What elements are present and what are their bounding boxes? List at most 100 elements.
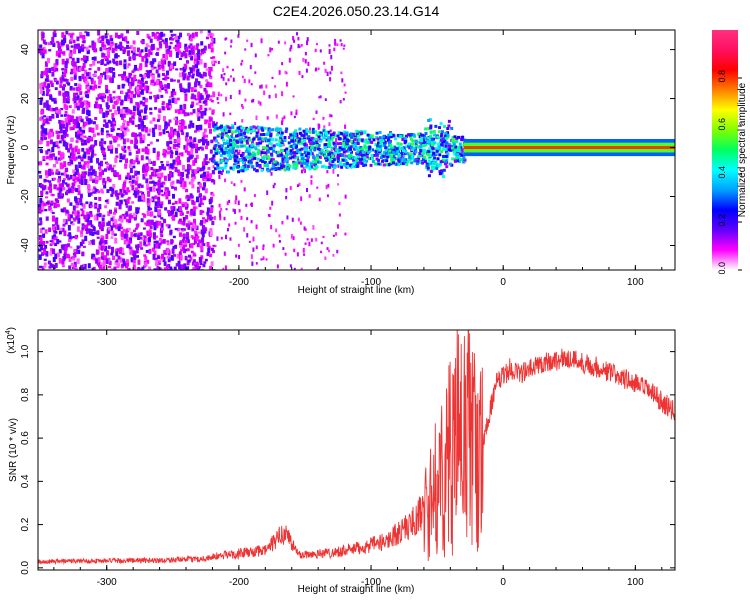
spectrogram-cell (136, 170, 140, 175)
spectrogram-cell (247, 149, 251, 153)
spectrogram-cell (344, 124, 347, 129)
spectrogram-cell (218, 203, 221, 208)
spectrogram-cell (174, 44, 178, 48)
spectrogram-cell (229, 135, 233, 139)
spectrogram-cell (105, 39, 109, 44)
spectrogram-cell (184, 243, 188, 247)
spectrogram-cell (199, 209, 203, 216)
spectrogram-cell (92, 144, 96, 148)
spectrogram-cell (281, 157, 285, 161)
spectrogram-cell (129, 237, 133, 244)
snr-y-tick-label: 0.4 (20, 474, 31, 488)
spectrogram-cell (192, 259, 196, 263)
spectrogram-cell (238, 138, 242, 142)
spectrogram-cell (98, 36, 102, 39)
spectrogram-cell (70, 37, 74, 42)
spectrogram-cell (61, 32, 65, 38)
spectrogram-cell (439, 138, 443, 142)
spectrogram-cell (185, 236, 189, 242)
spectrogram-cell (195, 125, 199, 131)
spectrogram-cell (384, 151, 388, 155)
spectrogram-cell (248, 152, 252, 156)
spectrogram-cell (109, 144, 113, 150)
spectrogram-cell (444, 133, 448, 137)
spectrogram-cell (71, 153, 75, 157)
spectrogram-cell (319, 49, 322, 53)
spectrogram-cell (123, 239, 127, 245)
spectrogram-cell (120, 45, 124, 49)
spectrogram-cell (453, 135, 457, 139)
spectrogram-cell (135, 250, 139, 254)
spectrogram-cell (354, 146, 358, 150)
spectrogram-cell (364, 163, 368, 167)
spectrogram-cell (379, 156, 383, 160)
spectrogram-cell (73, 96, 77, 101)
spectrogram-cell (167, 256, 171, 263)
spectrogram-cell (82, 35, 86, 40)
spectrogram-cell (166, 70, 170, 76)
spectrogram-cell (285, 81, 288, 87)
spectrogram-cell (185, 223, 189, 228)
spectrogram-cell (268, 214, 271, 218)
spectrogram-cell (199, 84, 203, 89)
spectrogram-cell (55, 169, 59, 173)
spectrogram-cell (191, 199, 195, 205)
spectrogram-cell (456, 152, 460, 156)
spectrogram-cell (144, 47, 148, 53)
spectrogram-cell (161, 163, 165, 170)
spectrogram-cell (169, 163, 173, 169)
spectrogram-cell (181, 229, 185, 232)
spectrogram-cell (317, 135, 321, 139)
spectrogram-cell (448, 162, 452, 166)
spectrogram-cell (271, 158, 275, 162)
spectrogram-cell (171, 180, 175, 185)
spectrogram-cell (403, 141, 407, 145)
spectrogram-cell (149, 181, 153, 184)
spectrogram-cell (212, 91, 216, 98)
spectrogram-y-tick-label: 0 (20, 144, 31, 150)
spectrogram-cell (144, 169, 148, 173)
spectrogram-cell (188, 243, 192, 248)
spectrogram-carrier-core (463, 146, 675, 150)
spectrogram-cell (192, 224, 196, 229)
spectrogram-cell (68, 33, 72, 36)
spectrogram-cell (253, 154, 257, 158)
spectrogram-cell (161, 58, 165, 61)
spectrogram-cell (444, 144, 448, 148)
spectrogram-cell (191, 169, 195, 174)
spectrogram-cell (351, 164, 355, 168)
spectrogram-cell (59, 84, 63, 88)
spectrogram-cell (44, 61, 48, 67)
spectrogram-cell (166, 164, 170, 167)
spectrogram-cell (296, 252, 299, 257)
spectrogram-cell (220, 132, 224, 136)
spectrogram-cell (112, 222, 116, 228)
spectrogram-cell (296, 156, 299, 162)
spectrogram-cell (95, 249, 99, 255)
spectrogram-cell (152, 253, 156, 260)
spectrogram-cell (124, 191, 128, 195)
spectrogram-cell (204, 179, 208, 182)
spectrogram-cell (177, 137, 181, 144)
spectrogram-cell (69, 143, 73, 150)
spectrogram-cell (111, 230, 115, 236)
spectrogram-cell (126, 228, 130, 233)
spectrogram-cell (159, 203, 163, 209)
spectrogram-cell (284, 129, 288, 133)
spectrogram-cell (220, 236, 223, 240)
spectrogram-cell (330, 65, 333, 71)
spectrogram-cell (149, 91, 153, 94)
spectrogram-cell (201, 136, 205, 143)
spectrogram-cell (160, 201, 164, 206)
spectrogram-cell (390, 154, 394, 158)
spectrogram-cell (106, 61, 110, 65)
spectrogram-cell (396, 150, 400, 154)
spectrogram-cell (192, 218, 196, 225)
spectrogram-cell (233, 154, 237, 158)
colorbar-tick-label: 0.0 (717, 262, 727, 275)
spectrogram-cell (111, 167, 115, 173)
spectrogram-cell (61, 74, 65, 81)
spectrogram-cell (70, 160, 74, 165)
spectrogram-cell (207, 247, 211, 254)
spectrogram-cell (294, 145, 298, 149)
